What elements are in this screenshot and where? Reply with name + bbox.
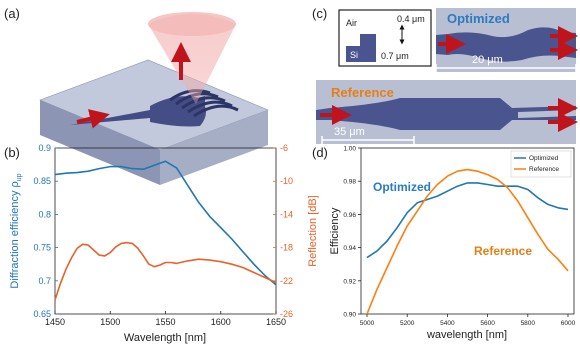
d-ytick-label: 0.94 <box>343 245 356 252</box>
b-ytick-right-label: -14 <box>280 209 293 219</box>
b-ytick-left-label: 0.9 <box>38 143 51 153</box>
grating-coupler <box>150 89 239 127</box>
inset-si-core <box>346 46 376 62</box>
reference-geometry <box>316 98 576 130</box>
panel-a: (a) <box>4 6 269 185</box>
d-xtick-label: 5200 <box>400 320 415 327</box>
input-arrow <box>76 109 110 129</box>
chart-b-ylabel-right: Reflection [dB] <box>307 195 319 267</box>
b-ytick-right-label: -6 <box>280 143 288 153</box>
panel-d-label: (d) <box>312 145 328 160</box>
d-xtick-label: 5600 <box>480 320 495 327</box>
b-ytick-right-label: -22 <box>280 276 293 286</box>
legend-label-optimized: Optimized <box>529 155 559 162</box>
d-ytick-label: 0.96 <box>343 212 356 219</box>
d-series-line-reference <box>366 168 569 315</box>
b-ytick-right-label: -10 <box>280 176 293 186</box>
optimized-label: Optimized <box>447 11 510 26</box>
d-xtick-label: 5800 <box>521 320 536 327</box>
chart-b-ylabel-left: Diffraction efficiency ρup <box>9 173 23 288</box>
chart-d-annotation-optimized: Optimized <box>373 180 431 194</box>
d-ytick-label: 0.98 <box>343 179 356 186</box>
panel-b: (b) 1450 1500 1550 1600 1650 0.650.70.750.80… <box>4 143 319 344</box>
device-3d-illustration <box>39 12 269 185</box>
chart-d-legend: Optimized Reference <box>510 150 572 178</box>
b-xtick-label: 1600 <box>211 317 231 327</box>
b-xtick-label: 1650 <box>266 317 286 327</box>
b-ytick-right-label: -18 <box>280 243 293 253</box>
b-ytick-right-label: -26 <box>280 309 293 319</box>
d-xtick-label: 5400 <box>440 320 455 327</box>
chart-b-y-right-ticks: -26 -22 -18 -14 -10 -6 <box>273 143 293 319</box>
b-series-line-right <box>54 241 277 301</box>
b-xtick-label: 1550 <box>155 317 175 327</box>
chart-d-xlabel: wavelength [nm] <box>426 329 507 341</box>
d-ytick-label: 1.00 <box>343 146 356 153</box>
d-xtick-label: 6000 <box>561 320 576 327</box>
b-series-line-left <box>54 160 277 286</box>
b-ytick-left-label: 0.8 <box>38 209 51 219</box>
panel-a-label: (a) <box>4 6 20 21</box>
panel-c-label: (c) <box>312 6 327 21</box>
inset-air-label: Air <box>346 18 357 28</box>
chart-b-x-ticks: 1450 1500 1550 1600 1650 <box>45 311 286 327</box>
d-xtick-label: 5000 <box>360 320 375 327</box>
b-xtick-label: 1450 <box>45 317 65 327</box>
inset-si-rib <box>360 34 376 46</box>
chart-b-y-left-ticks: 0.65 0.7 0.75 0.8 0.85 0.9 <box>33 143 58 319</box>
chart-d-y-ticks: 0.90 0.92 0.94 0.96 0.98 1.00 <box>343 146 361 319</box>
chart-b-series <box>54 160 277 301</box>
panel-d: (d) 5000 5200 5400 5600 5800 6000 0.900.920.9… <box>312 145 576 341</box>
optimized-geometry <box>436 27 576 62</box>
legend-box <box>510 150 572 178</box>
b-ytick-left-label: 0.75 <box>33 243 51 253</box>
chart-d-ylabel: Efficiency <box>329 207 341 254</box>
chart-d-x-ticks: 5000 5200 5400 5600 5800 6000 <box>360 314 576 327</box>
slab-side <box>160 110 268 185</box>
legend-label-reference: Reference <box>529 166 559 173</box>
reference-label: Reference <box>331 85 394 100</box>
chart-d-series <box>366 168 569 315</box>
b-xtick-label: 1500 <box>100 317 120 327</box>
cross-section-inset: Air 0.4 μm Si 0.7 μm <box>338 9 432 67</box>
slab-front <box>40 100 160 185</box>
b-ytick-left-label: 0.65 <box>33 309 51 319</box>
inset-si-label: Si <box>350 50 358 60</box>
emission-cone-top <box>148 12 236 36</box>
reference-length-label: 35 μm <box>334 126 365 138</box>
b-ytick-left-label: 0.7 <box>38 276 51 286</box>
chart-b-xlabel: Wavelength [nm] <box>124 332 206 344</box>
optimized-length-label: 20 μm <box>472 54 503 66</box>
d-series-line-optimized <box>366 182 569 259</box>
panel-c: (c) Air 0.4 μm Si 0.7 μm Optimized 20 μm <box>312 6 578 144</box>
chart-d-annotation-reference: Reference <box>474 244 532 258</box>
inset-dim-top: 0.4 μm <box>397 14 425 24</box>
emission-cone <box>148 14 236 104</box>
inset-dim-side: 0.7 μm <box>381 51 409 61</box>
optimized-device: Optimized 20 μm <box>435 8 578 72</box>
panel-b-label: (b) <box>4 145 20 160</box>
chart-d-frame <box>360 147 575 315</box>
d-ytick-label: 0.92 <box>343 278 356 285</box>
b-ytick-left-label: 0.85 <box>33 176 51 186</box>
d-ytick-label: 0.90 <box>343 312 356 319</box>
reference-device: Reference 35 μm <box>316 80 578 144</box>
